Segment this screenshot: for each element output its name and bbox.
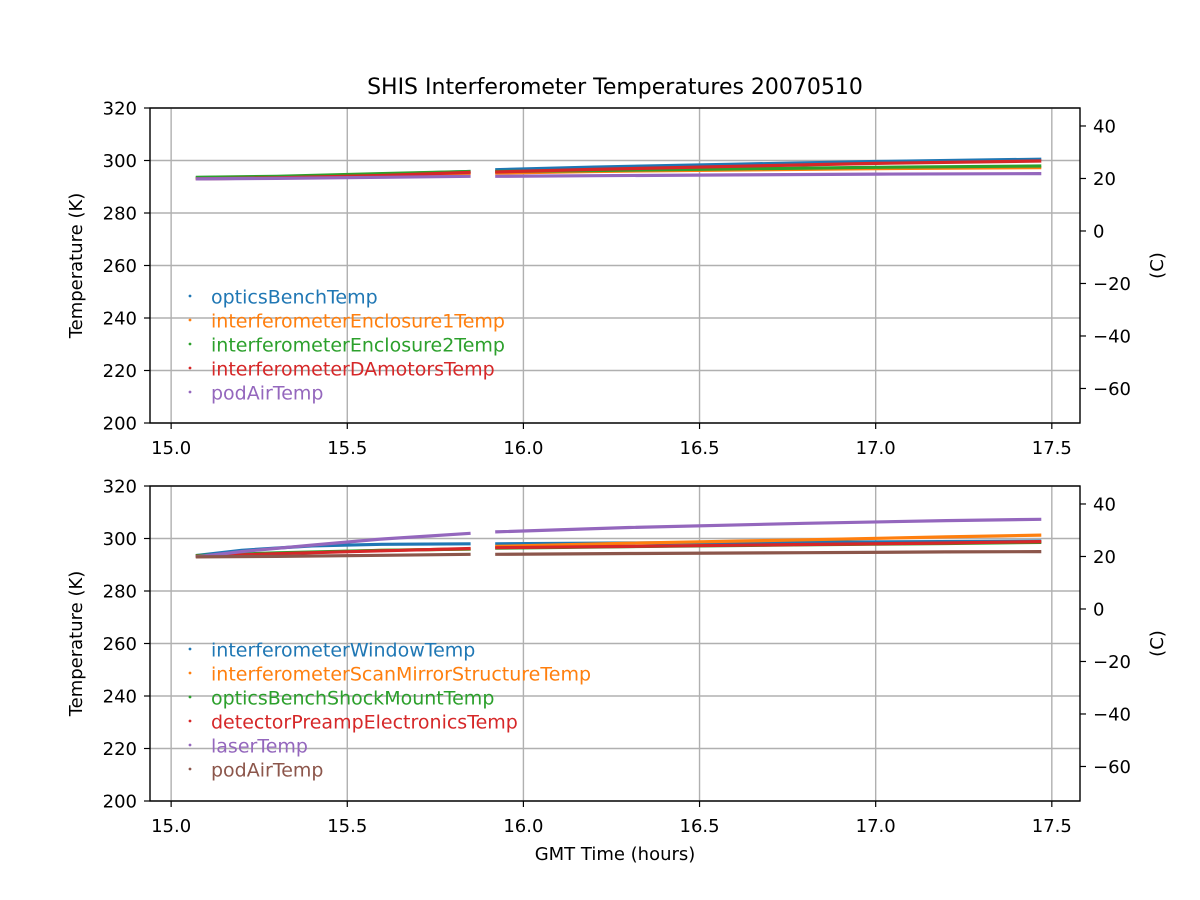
legend-marker	[188, 294, 192, 298]
top-panel: 15.0 15.5 16.0 16.5 17.0 17.52002202402602803…	[66, 99, 1168, 460]
series-laserTemp	[495, 517, 1042, 534]
legend-entry: interferometerScanMirrorStructureTemp	[211, 664, 591, 686]
x-tick-label: 15.5	[327, 438, 367, 459]
series-laserTemp	[195, 531, 471, 559]
series-podAirTemp	[495, 549, 1042, 556]
legend-marker	[188, 647, 192, 651]
series-podAirTemp	[195, 174, 471, 181]
legend-marker	[188, 767, 192, 771]
right-y-tick-label: 0	[1093, 221, 1104, 242]
x-tick-label: 17.5	[1032, 816, 1072, 837]
right-y-tick-label: 0	[1093, 599, 1104, 620]
x-tick-label: 15.0	[151, 816, 191, 837]
y-axis-label: Temperature (K)	[66, 571, 87, 718]
bottom-panel: 15.0 15.5 16.0 16.5 17.0 17.52002202402602803…	[66, 477, 1168, 838]
legend-marker	[188, 318, 192, 322]
legend-marker	[188, 342, 192, 346]
x-tick-label: 16.0	[503, 438, 543, 459]
y-tick-label: 200	[103, 792, 137, 813]
x-tick-label: 17.0	[856, 816, 896, 837]
legend-marker	[188, 366, 192, 370]
right-y-axis-label: (C)	[1147, 630, 1168, 657]
legend-entry: laserTemp	[211, 736, 308, 758]
right-y-tick-label: −60	[1093, 379, 1131, 400]
legend-entry: interferometerEnclosure2Temp	[211, 335, 505, 357]
legend-marker	[188, 719, 192, 723]
y-tick-label: 320	[103, 99, 137, 120]
y-tick-label: 280	[103, 204, 137, 225]
right-y-tick-label: 20	[1093, 547, 1116, 568]
right-y-axis-label: (C)	[1147, 252, 1168, 279]
legend-entry: interferometerWindowTemp	[211, 640, 475, 662]
y-tick-label: 300	[103, 151, 137, 172]
right-y-tick-label: −60	[1093, 757, 1131, 778]
y-tick-label: 260	[103, 634, 137, 655]
chart-title: SHIS Interferometer Temperatures 2007051…	[367, 75, 863, 100]
y-tick-label: 220	[103, 361, 137, 382]
legend-entry: detectorPreampElectronicsTemp	[211, 712, 518, 734]
series-detectorPreampElectronicsTemp	[495, 540, 1042, 550]
legend-entry: opticsBenchTemp	[211, 287, 378, 309]
series-podAirTemp	[495, 172, 1042, 178]
x-tick-label: 16.5	[680, 816, 720, 837]
y-tick-label: 320	[103, 477, 137, 498]
x-tick-label: 15.0	[151, 438, 191, 459]
legend-marker	[188, 390, 192, 394]
x-tick-label: 17.0	[856, 438, 896, 459]
right-y-tick-label: −20	[1093, 274, 1131, 295]
right-y-tick-label: −20	[1093, 652, 1131, 673]
series-opticsBenchTemp	[495, 157, 1042, 172]
right-y-tick-label: 40	[1093, 494, 1116, 515]
right-y-tick-label: 20	[1093, 169, 1116, 190]
x-tick-label: 17.5	[1032, 438, 1072, 459]
y-tick-label: 260	[103, 256, 137, 277]
legend-marker	[188, 743, 192, 747]
series-interferometerDAmotorsTemp	[495, 159, 1042, 174]
legend-entry: interferometerEnclosure1Temp	[211, 311, 505, 333]
x-tick-label: 16.5	[680, 438, 720, 459]
x-axis-label: GMT Time (hours)	[535, 844, 696, 865]
right-y-tick-label: 40	[1093, 116, 1116, 137]
y-tick-label: 280	[103, 582, 137, 603]
legend-entry: podAirTemp	[211, 760, 323, 782]
legend-entry: interferometerDAmotorsTemp	[211, 359, 495, 381]
series-podAirTemp	[195, 552, 471, 559]
series-interferometerScanMirrorStructureTemp	[495, 533, 1042, 548]
right-y-tick-label: −40	[1093, 326, 1131, 347]
legend-marker	[188, 695, 192, 699]
y-tick-label: 220	[103, 739, 137, 760]
legend-entry: podAirTemp	[211, 383, 323, 405]
x-tick-label: 16.0	[503, 816, 543, 837]
right-y-tick-label: −40	[1093, 704, 1131, 725]
y-tick-label: 200	[103, 414, 137, 435]
legend-entry: opticsBenchShockMountTemp	[211, 688, 494, 710]
y-axis-label: Temperature (K)	[66, 193, 87, 340]
legend-marker	[188, 671, 192, 675]
y-tick-label: 240	[103, 309, 137, 330]
x-tick-label: 15.5	[327, 816, 367, 837]
y-tick-label: 240	[103, 687, 137, 708]
y-tick-label: 300	[103, 529, 137, 550]
